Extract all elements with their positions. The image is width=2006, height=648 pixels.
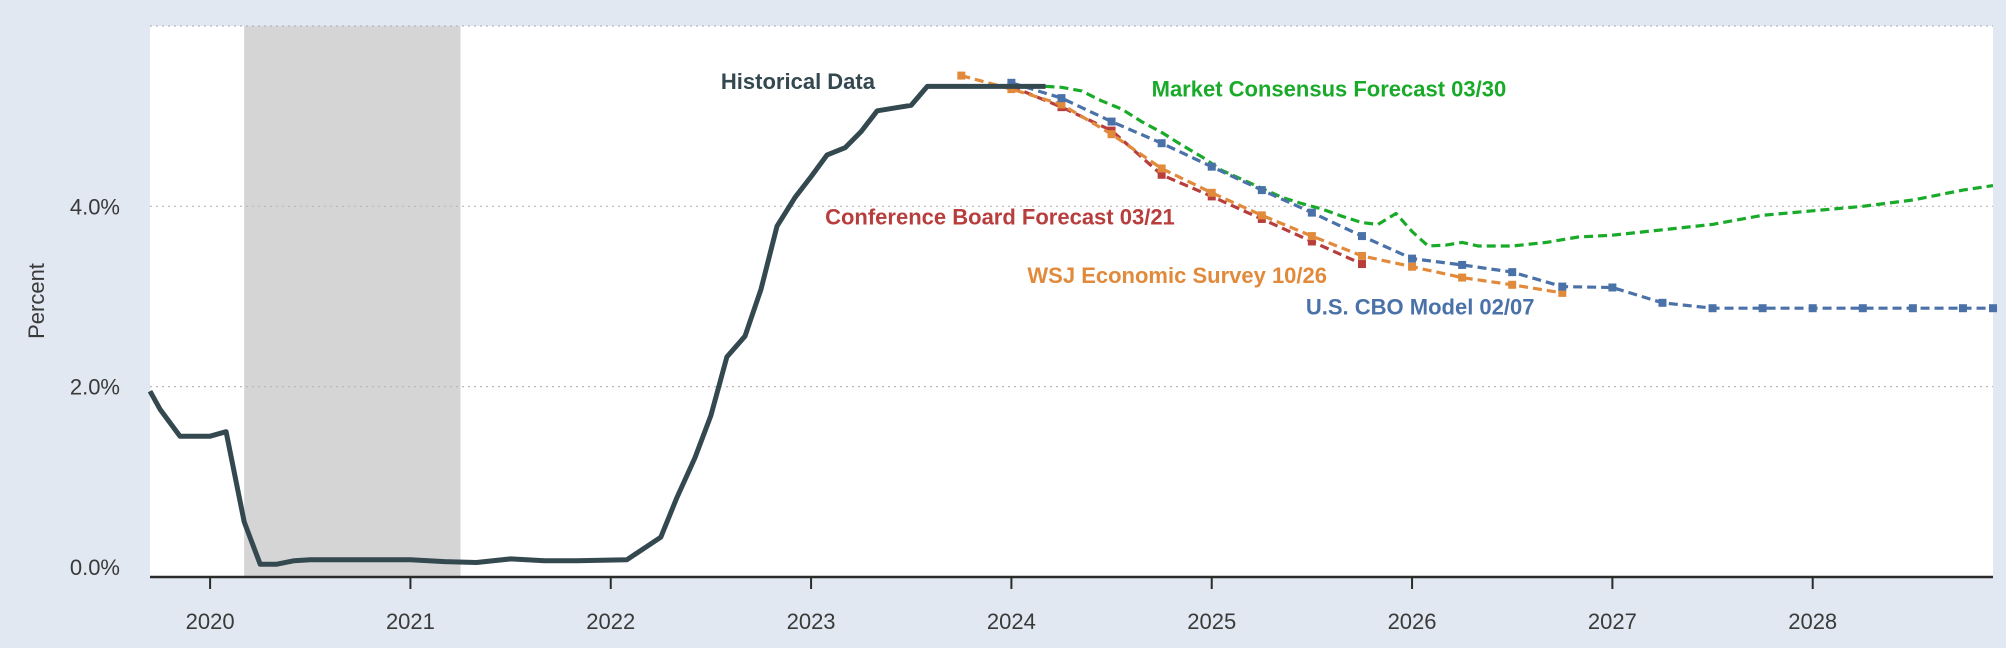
x-tick-label: 2028	[1788, 609, 1837, 634]
y-tick-label: 4.0%	[70, 194, 120, 219]
x-tick-label: 2027	[1588, 609, 1637, 634]
series-label-wsj-economic-survey-10-26: WSJ Economic Survey 10/26	[1027, 263, 1327, 288]
data-point-u-s-cbo-model-02-07	[1908, 304, 1917, 313]
series-label-historical-data: Historical Data	[721, 69, 876, 94]
data-point-wsj-economic-survey-10-26	[1357, 251, 1366, 260]
data-point-conference-board-forecast-03-21	[1307, 237, 1316, 246]
data-point-u-s-cbo-model-02-07	[1408, 254, 1417, 263]
data-point-u-s-cbo-model-02-07	[1107, 117, 1116, 126]
data-point-u-s-cbo-model-02-07	[1608, 283, 1617, 292]
data-point-u-s-cbo-model-02-07	[1007, 78, 1016, 87]
series-wsj-economic-survey-10-26	[957, 71, 1567, 297]
y-tick-label: 2.0%	[70, 375, 120, 400]
data-point-wsj-economic-survey-10-26	[957, 71, 966, 80]
data-point-u-s-cbo-model-02-07	[1257, 186, 1266, 195]
data-point-u-s-cbo-model-02-07	[1658, 298, 1667, 307]
recession-band-0	[244, 26, 461, 576]
x-tick-label: 2026	[1388, 609, 1437, 634]
data-point-conference-board-forecast-03-21	[1357, 260, 1366, 269]
data-point-wsj-economic-survey-10-26	[1057, 100, 1066, 109]
data-point-wsj-economic-survey-10-26	[1307, 232, 1316, 241]
data-point-u-s-cbo-model-02-07	[1989, 304, 1997, 313]
series-line-historical-data	[147, 83, 1046, 567]
x-tick-label: 2023	[787, 609, 836, 634]
series-historical-data	[147, 83, 1046, 567]
data-point-u-s-cbo-model-02-07	[1958, 304, 1967, 313]
data-point-u-s-cbo-model-02-07	[1157, 139, 1166, 148]
data-point-u-s-cbo-model-02-07	[1357, 232, 1366, 241]
data-point-conference-board-forecast-03-21	[1157, 170, 1166, 179]
x-tick-label: 2024	[987, 609, 1036, 634]
data-point-wsj-economic-survey-10-26	[1408, 262, 1417, 271]
data-point-wsj-economic-survey-10-26	[1107, 130, 1116, 139]
series-label-u-s-cbo-model-02-07: U.S. CBO Model 02/07	[1306, 295, 1535, 320]
data-point-wsj-economic-survey-10-26	[1007, 85, 1016, 94]
x-tick-label: 2022	[586, 609, 635, 634]
data-point-wsj-economic-survey-10-26	[1558, 288, 1567, 297]
series-label-market-consensus-forecast-03-30: Market Consensus Forecast 03/30	[1152, 76, 1507, 101]
data-point-wsj-economic-survey-10-26	[1157, 164, 1166, 173]
data-point-u-s-cbo-model-02-07	[1858, 304, 1867, 313]
data-point-u-s-cbo-model-02-07	[1207, 162, 1216, 171]
data-point-u-s-cbo-model-02-07	[1558, 282, 1567, 291]
data-point-wsj-economic-survey-10-26	[1458, 273, 1467, 282]
y-tick-label: 0.0%	[70, 555, 120, 580]
data-point-wsj-economic-survey-10-26	[1508, 280, 1517, 289]
x-tick-label: 2020	[186, 609, 235, 634]
data-point-u-s-cbo-model-02-07	[1758, 304, 1767, 313]
data-point-u-s-cbo-model-02-07	[1808, 304, 1817, 313]
data-point-wsj-economic-survey-10-26	[1257, 211, 1266, 220]
data-point-u-s-cbo-model-02-07	[1508, 268, 1517, 277]
series-u-s-cbo-model-02-07	[1007, 78, 1997, 313]
y-axis-label: Percent	[24, 263, 49, 339]
x-tick-label: 2021	[386, 609, 435, 634]
data-point-wsj-economic-survey-10-26	[1207, 188, 1216, 197]
data-point-u-s-cbo-model-02-07	[1057, 94, 1066, 103]
data-point-u-s-cbo-model-02-07	[1307, 208, 1316, 217]
x-tick-label: 2025	[1187, 609, 1236, 634]
data-point-u-s-cbo-model-02-07	[1708, 304, 1717, 313]
series-label-conference-board-forecast-03-21: Conference Board Forecast 03/21	[825, 204, 1175, 229]
data-point-u-s-cbo-model-02-07	[1458, 260, 1467, 269]
